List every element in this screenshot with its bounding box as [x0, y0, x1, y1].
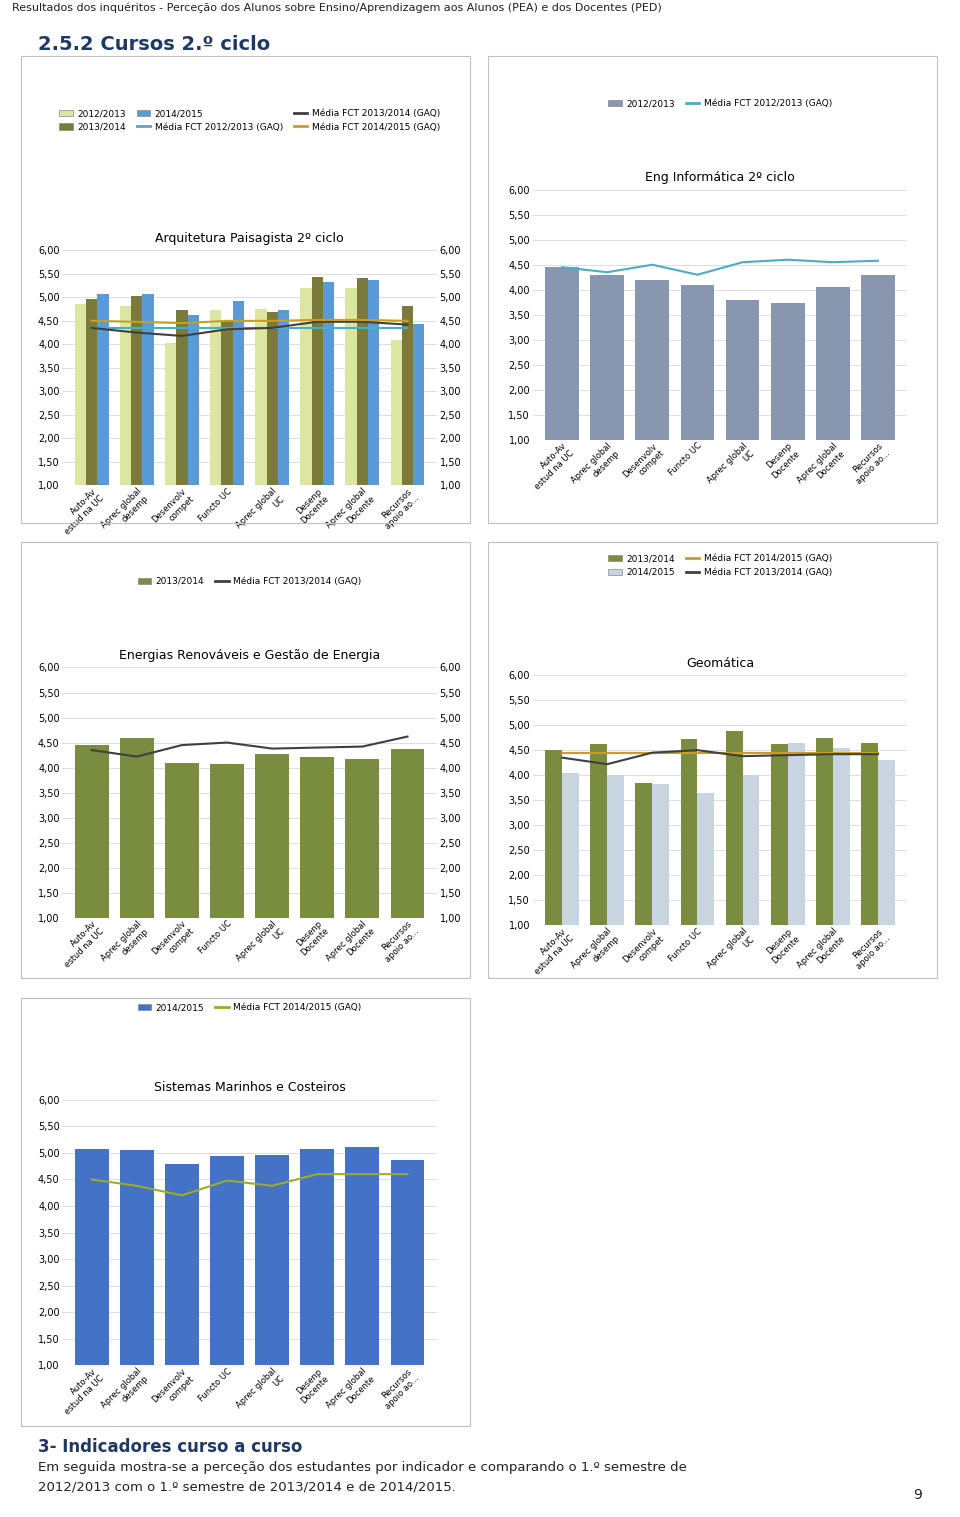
- Bar: [300, 1148, 334, 1418]
- Legend: 2013/2014, 2014/2015, Média FCT 2014/2015 (GAQ), Média FCT 2013/2014 (GAQ): 2013/2014, 2014/2015, Média FCT 2014/201…: [608, 554, 832, 576]
- Bar: [210, 1156, 244, 1418]
- Bar: [368, 281, 379, 532]
- Title: Arquitetura Paisagista 2º ciclo: Arquitetura Paisagista 2º ciclo: [156, 232, 344, 244]
- Bar: [255, 754, 289, 968]
- Bar: [402, 306, 413, 532]
- Legend: 2012/2013, Média FCT 2012/2013 (GAQ): 2012/2013, Média FCT 2012/2013 (GAQ): [608, 99, 832, 108]
- Bar: [726, 731, 742, 975]
- Legend: 2014/2015, Média FCT 2014/2015 (GAQ): 2014/2015, Média FCT 2014/2015 (GAQ): [137, 1003, 362, 1012]
- Bar: [771, 303, 804, 490]
- Legend: 2012/2013, 2013/2014, 2014/2015, Média FCT 2012/2013 (GAQ), Média FCT 2013/2014 : 2012/2013, 2013/2014, 2014/2015, Média F…: [60, 109, 440, 132]
- Bar: [771, 745, 787, 975]
- Bar: [391, 1161, 424, 1418]
- Title: Geomática: Geomática: [686, 657, 754, 669]
- Bar: [636, 279, 669, 490]
- Bar: [698, 793, 714, 975]
- Bar: [277, 311, 289, 532]
- Bar: [545, 751, 563, 975]
- Bar: [187, 314, 199, 532]
- Bar: [97, 294, 108, 532]
- Bar: [861, 743, 877, 975]
- Bar: [323, 282, 334, 532]
- Bar: [726, 300, 759, 490]
- Bar: [391, 748, 424, 968]
- Bar: [563, 772, 579, 975]
- Bar: [357, 278, 368, 532]
- Text: Resultados dos inquéritos - Perceção dos Alunos sobre Ensino/Aprendizagem aos Al: Resultados dos inquéritos - Perceção dos…: [12, 3, 661, 12]
- Bar: [413, 325, 424, 532]
- Bar: [255, 308, 267, 532]
- Legend: 2013/2014, Média FCT 2013/2014 (GAQ): 2013/2014, Média FCT 2013/2014 (GAQ): [137, 576, 362, 586]
- Bar: [75, 1148, 108, 1418]
- Bar: [590, 275, 624, 490]
- Bar: [120, 737, 154, 968]
- Bar: [210, 763, 244, 968]
- Bar: [120, 306, 132, 532]
- Bar: [681, 285, 714, 490]
- Bar: [545, 267, 579, 490]
- Bar: [832, 748, 850, 975]
- Text: 9: 9: [913, 1488, 922, 1502]
- Bar: [165, 763, 199, 968]
- Bar: [861, 275, 895, 490]
- Bar: [346, 758, 379, 968]
- Bar: [346, 1147, 379, 1418]
- Bar: [636, 783, 653, 975]
- Bar: [232, 300, 244, 532]
- Title: Sistemas Marinhos e Costeiros: Sistemas Marinhos e Costeiros: [154, 1082, 346, 1094]
- Text: Em seguida mostra-se a perceção dos estudantes por indicador e comparando o 1.º : Em seguida mostra-se a perceção dos estu…: [38, 1461, 687, 1475]
- Bar: [816, 737, 832, 975]
- Bar: [222, 322, 232, 532]
- Text: 3- Indicadores curso a curso: 3- Indicadores curso a curso: [38, 1438, 302, 1456]
- Title: Energias Renováveis e Gestão de Energia: Energias Renováveis e Gestão de Energia: [119, 649, 380, 661]
- Bar: [391, 340, 402, 532]
- Bar: [681, 739, 698, 975]
- Bar: [132, 296, 142, 532]
- Bar: [142, 294, 154, 532]
- Bar: [86, 299, 97, 532]
- Bar: [267, 313, 277, 532]
- Bar: [312, 278, 323, 532]
- Bar: [300, 288, 312, 532]
- Title: Eng Informática 2º ciclo: Eng Informática 2º ciclo: [645, 171, 795, 184]
- Bar: [165, 343, 177, 532]
- Bar: [608, 775, 624, 975]
- Bar: [346, 288, 357, 532]
- Bar: [742, 775, 759, 975]
- Bar: [816, 287, 850, 490]
- Bar: [75, 305, 86, 532]
- Bar: [590, 745, 608, 975]
- Bar: [787, 743, 804, 975]
- Bar: [300, 757, 334, 968]
- Bar: [255, 1154, 289, 1418]
- Bar: [177, 311, 187, 532]
- Bar: [653, 784, 669, 975]
- Text: 2.5.2 Cursos 2.º ciclo: 2.5.2 Cursos 2.º ciclo: [38, 35, 271, 55]
- Bar: [877, 760, 895, 975]
- Bar: [165, 1164, 199, 1418]
- Text: 2012/2013 com o 1.º semestre de 2013/2014 e de 2014/2015.: 2012/2013 com o 1.º semestre de 2013/201…: [38, 1481, 456, 1494]
- Bar: [120, 1150, 154, 1418]
- Bar: [210, 311, 222, 532]
- Bar: [75, 745, 108, 968]
